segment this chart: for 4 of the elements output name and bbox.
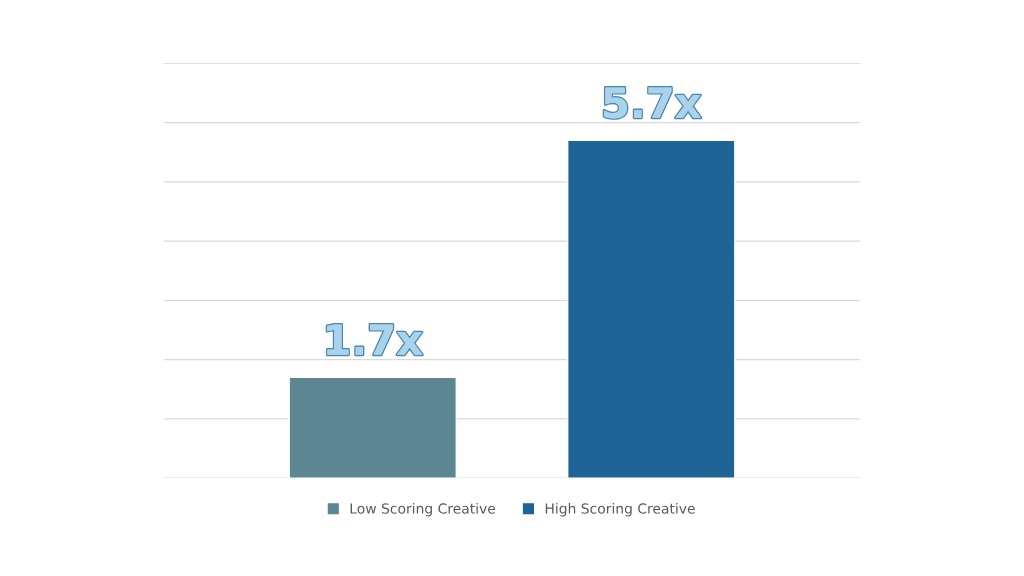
data-label: 1.7x [327,324,423,355]
data-label: 5.7x [604,87,701,119]
legend-label: High Scoring Creative [545,503,695,517]
legend-label: Low Scoring Creative [350,503,496,517]
